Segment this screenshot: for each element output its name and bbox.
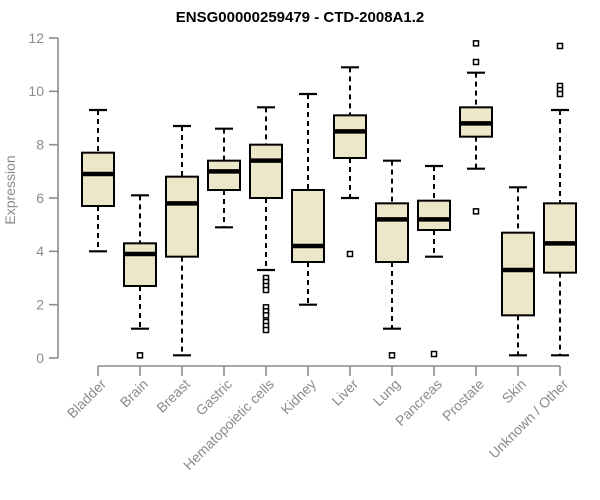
boxplot-gastric — [207, 127, 241, 229]
outlier-point — [472, 40, 480, 47]
x-tick-label-breast: Breast — [153, 376, 193, 416]
outlier-point — [136, 352, 144, 359]
outlier-point — [388, 352, 396, 359]
iqr-box — [375, 202, 409, 263]
iqr-box — [249, 143, 283, 200]
boxplot-pancreas — [417, 164, 451, 358]
iqr-box — [417, 199, 451, 232]
iqr-box — [123, 242, 157, 287]
iqr-box — [165, 175, 199, 258]
x-tick-label-kidney: Kidney — [278, 376, 320, 418]
outlier-point — [262, 312, 270, 319]
x-tick-label-bladder: Bladder — [64, 376, 110, 422]
iqr-box — [333, 114, 367, 160]
boxplot-liver — [333, 66, 367, 258]
box-series — [81, 40, 577, 359]
chart-title: ENSG00000259479 - CTD-2008A1.2 — [176, 9, 424, 26]
y-tick-label: 8 — [36, 137, 44, 153]
iqr-box — [543, 202, 577, 274]
iqr-box — [207, 159, 241, 192]
y-tick-label: 4 — [36, 243, 44, 259]
y-tick-label: 2 — [36, 297, 44, 313]
boxplot-prostate — [459, 40, 493, 215]
boxplot-lung — [375, 159, 409, 359]
x-tick-label-pancreas: Pancreas — [392, 376, 445, 429]
iqr-box — [291, 189, 325, 263]
outlier-point — [430, 350, 438, 358]
y-tick-label: 6 — [36, 190, 44, 206]
y-tick-label: 10 — [28, 83, 44, 99]
x-tick-label-liver: Liver — [328, 376, 361, 409]
outlier-point — [556, 42, 564, 50]
outlier-point — [472, 58, 480, 66]
x-tick-label-skin: Skin — [499, 376, 530, 407]
outlier-point — [346, 250, 354, 258]
outlier-point — [472, 208, 480, 215]
boxplot-breast — [165, 124, 199, 357]
x-tick-label-prostate: Prostate — [439, 376, 487, 424]
boxplot-kidney — [291, 92, 325, 306]
x-tick-label-unknown-other: Unknown / Other — [486, 376, 572, 462]
boxplot-unknown-other — [543, 42, 577, 357]
outlier-point — [262, 326, 270, 334]
boxplot-hematopoietic-cells — [249, 106, 283, 334]
x-tick-label-brain: Brain — [117, 376, 151, 410]
boxplot-brain — [123, 194, 157, 359]
iqr-box — [81, 151, 115, 208]
y-tick-label: 12 — [28, 30, 44, 46]
iqr-box — [501, 231, 535, 317]
outlier-point — [262, 286, 270, 294]
boxplot-bladder — [81, 108, 115, 253]
x-tick-label-lung: Lung — [370, 376, 403, 409]
outlier-point — [556, 90, 564, 98]
boxplot-skin — [501, 186, 535, 357]
y-axis-label: Expression — [2, 155, 18, 224]
y-tick-label: 0 — [36, 350, 44, 366]
